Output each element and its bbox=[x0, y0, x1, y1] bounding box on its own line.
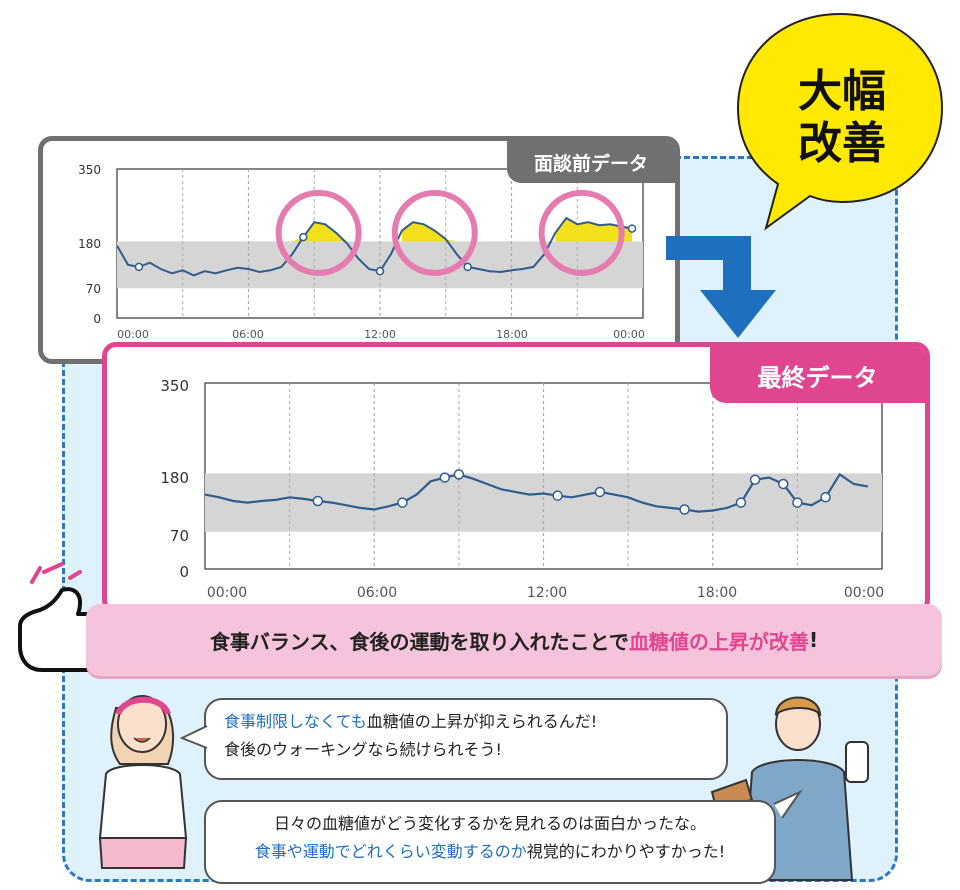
bubble-1-highlight: 食事制限しなくても bbox=[224, 712, 367, 731]
after-point-2 bbox=[439, 472, 451, 483]
result-headline: 食事バランス、食後の運動を取り入れたことで 血糖値の上昇が改善! bbox=[86, 604, 942, 676]
speech-burst-icon: 大幅 改善 bbox=[736, 12, 944, 231]
before-y-tick-70: 70 bbox=[86, 282, 101, 296]
after-point-3 bbox=[453, 469, 465, 480]
headline-text: 食事バランス、食後の運動を取り入れたことで bbox=[209, 629, 629, 654]
after-y-tick-180: 180 bbox=[160, 469, 189, 487]
phone-icon bbox=[845, 741, 869, 783]
after-x-tick-2: 12:00 bbox=[527, 585, 567, 601]
after-y-ticks: 350 180 70 0 bbox=[160, 377, 189, 581]
after-chart: 350 180 70 0 00:00 06:00 12:00 18:00 00:… bbox=[160, 377, 884, 601]
bubble-1-line2: 食後のウォーキングなら続けられそう! bbox=[224, 740, 502, 759]
after-point-10 bbox=[792, 497, 803, 508]
before-highlight-circle-2 bbox=[538, 189, 625, 276]
after-point-7 bbox=[735, 497, 747, 508]
down-arrow-icon bbox=[666, 236, 776, 338]
before-chart-card: 面談前データ 350 180 70 0 00:00 06:00 12:00 18… bbox=[38, 136, 680, 364]
after-chart-tab: 最終データ bbox=[710, 347, 925, 403]
after-point-4 bbox=[552, 490, 563, 501]
before-peak-fill-0 bbox=[292, 222, 359, 242]
before-y-ticks: 350 180 70 0 bbox=[78, 163, 101, 326]
before-x-tick-1: 06:00 bbox=[232, 328, 264, 341]
after-x-tick-3: 18:00 bbox=[697, 585, 737, 601]
before-point-2 bbox=[375, 266, 385, 276]
after-point-6 bbox=[679, 504, 690, 515]
speech-bubble-man: 日々の血糖値がどう変化するかを見れるのは面白かったな。 食事や運動でどれくらい変… bbox=[204, 800, 776, 884]
after-point-11 bbox=[820, 492, 831, 503]
after-y-tick-70: 70 bbox=[170, 527, 189, 545]
before-point-0 bbox=[134, 262, 144, 272]
bubble-2-tail bbox=[773, 790, 803, 819]
after-x-tick-4: 00:00 bbox=[844, 585, 884, 601]
before-point-3 bbox=[463, 262, 472, 272]
before-chart-tab: 面談前データ bbox=[507, 141, 675, 183]
speech-bubble-woman: 食事制限しなくても血糖値の上昇が抑えられるんだ! 食後のウォーキングなら続けられ… bbox=[204, 698, 728, 780]
after-x-ticks: 00:00 06:00 12:00 18:00 00:00 bbox=[207, 585, 884, 601]
after-y-tick-350: 350 bbox=[160, 377, 189, 395]
before-point-1 bbox=[299, 232, 308, 242]
after-point-8 bbox=[749, 474, 761, 485]
before-x-ticks: 00:00 06:00 12:00 18:00 00:00 bbox=[117, 328, 645, 341]
after-point-0 bbox=[312, 495, 324, 507]
bubble-2-highlight: 食事や運動でどれくらい変動するのか bbox=[254, 842, 527, 861]
bubble-1-tail bbox=[180, 725, 208, 749]
bubble-2-line2: 食事や運動でどれくらい変動するのか視覚的にわかりやすかった! bbox=[224, 838, 756, 866]
after-point-9 bbox=[778, 478, 789, 490]
badge-line2: 改善 bbox=[798, 118, 886, 169]
bubble-1-rest: 血糖値の上昇が抑えられるんだ! bbox=[366, 712, 598, 731]
after-x-tick-0: 00:00 bbox=[207, 585, 247, 601]
before-x-tick-2: 12:00 bbox=[364, 328, 396, 341]
before-x-tick-0: 00:00 bbox=[117, 328, 149, 341]
improvement-badge: 大幅 改善 bbox=[730, 6, 950, 234]
before-x-tick-3: 18:00 bbox=[496, 328, 528, 341]
before-y-tick-350: 350 bbox=[78, 163, 101, 177]
before-y-tick-0: 0 bbox=[93, 312, 101, 326]
after-x-tick-1: 06:00 bbox=[357, 585, 397, 601]
badge-line1: 大幅 bbox=[798, 66, 886, 117]
after-point-5 bbox=[594, 486, 606, 498]
before-highlight-circle-0 bbox=[275, 189, 362, 276]
before-highlight-circle-1 bbox=[391, 189, 478, 276]
woman-illustration bbox=[98, 695, 188, 869]
after-y-tick-0: 0 bbox=[179, 563, 189, 581]
after-chart-card: 最終データ 350 180 70 0 00:00 06:00 12:00 18:… bbox=[102, 342, 930, 614]
after-point-1 bbox=[397, 497, 408, 508]
bubble-2-rest: 視覚的にわかりやすかった! bbox=[526, 842, 726, 861]
before-chart: 350 180 70 0 00:00 06:00 12:00 18:00 00:… bbox=[78, 163, 645, 341]
bubble-1-line1: 食事制限しなくても血糖値の上昇が抑えられるんだ! bbox=[224, 708, 708, 736]
before-x-tick-4: 00:00 bbox=[613, 328, 645, 341]
headline-highlight: 血糖値の上昇が改善 bbox=[628, 629, 809, 654]
before-y-tick-180: 180 bbox=[78, 237, 101, 251]
before-point-4 bbox=[627, 224, 637, 233]
bubble-2-line1: 日々の血糖値がどう変化するかを見れるのは面白かったな。 bbox=[273, 814, 706, 833]
headline-end: ! bbox=[808, 628, 819, 652]
